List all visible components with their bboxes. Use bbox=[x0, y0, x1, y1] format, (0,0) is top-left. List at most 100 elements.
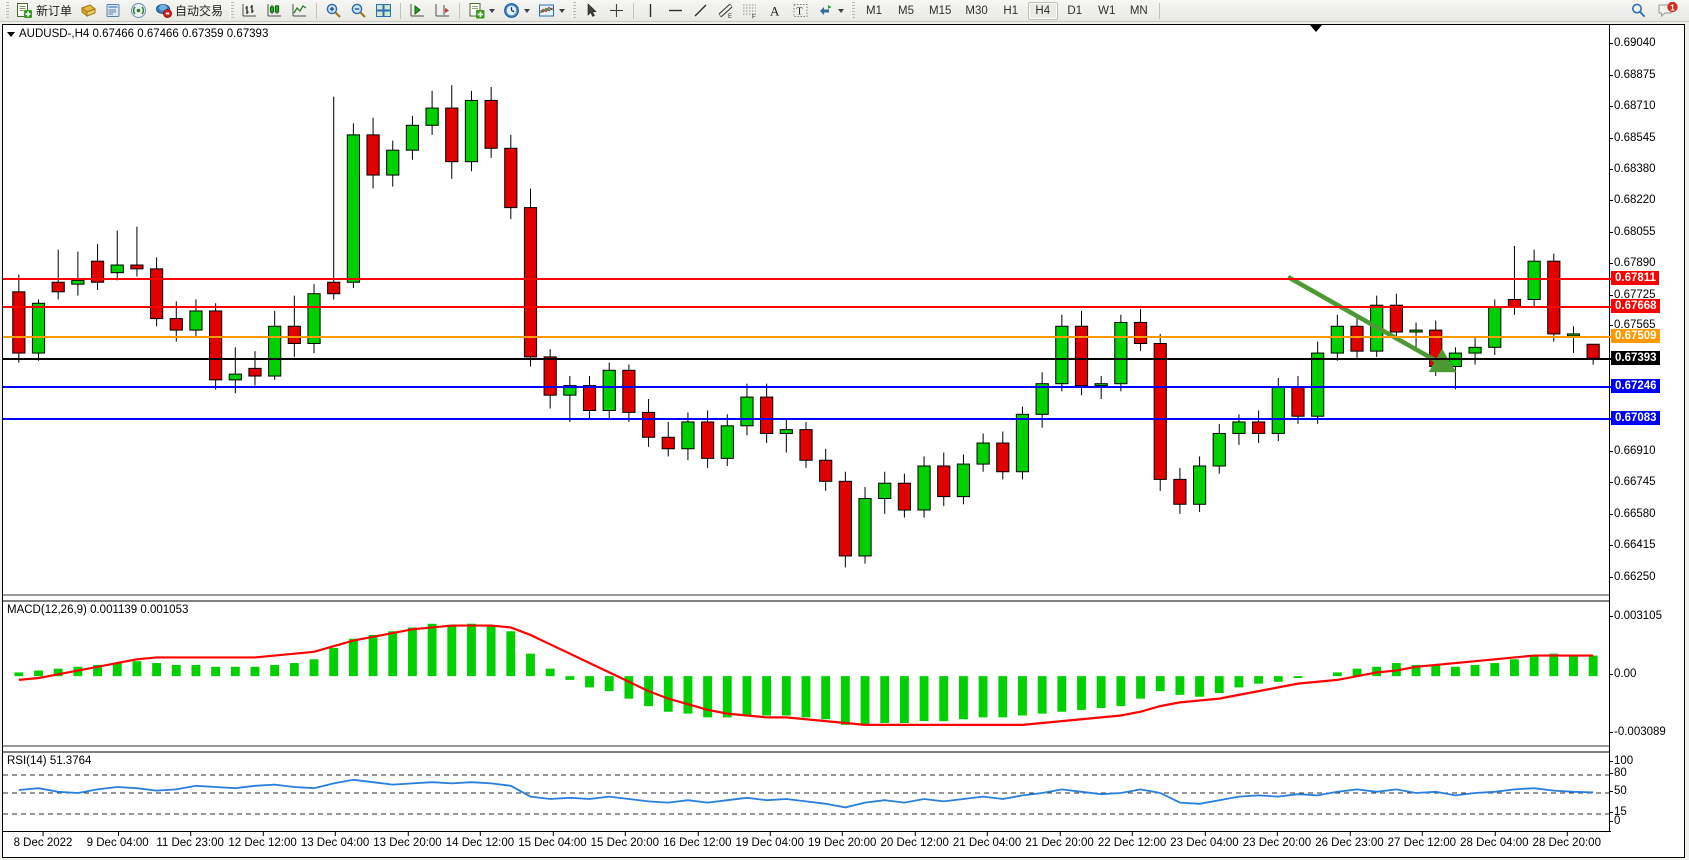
price-pane[interactable]: AUDUSD-,H4 0.67466 0.67466 0.67359 0.673… bbox=[3, 25, 1618, 595]
wallet-icon bbox=[80, 2, 97, 19]
time-tick: 23 Dec 20:00 bbox=[1242, 831, 1312, 849]
rsi-tick: 100 bbox=[1608, 755, 1634, 767]
fibonacci-icon: F bbox=[742, 2, 759, 21]
timeframe-h1[interactable]: H1 bbox=[1003, 4, 1019, 17]
rsi-pane[interactable]: RSI(14) 51.3764 bbox=[3, 751, 1611, 831]
rsi-label: RSI(14) 51.3764 bbox=[7, 755, 92, 767]
equidistant-channel-icon: E bbox=[717, 2, 734, 20]
price-label-resistance-2[interactable]: 0.67668 bbox=[1611, 298, 1660, 313]
indicators-button[interactable] bbox=[534, 1, 569, 21]
timeframe-d1[interactable]: D1 bbox=[1067, 4, 1083, 17]
vertical-line-icon bbox=[642, 2, 659, 19]
time-tick: 28 Dec 04:00 bbox=[1460, 831, 1529, 849]
signals-button[interactable] bbox=[126, 1, 151, 21]
level-line-resistance-2[interactable] bbox=[3, 304, 1618, 312]
horizontal-line-tool[interactable] bbox=[663, 1, 688, 21]
timeframe-m30[interactable]: M30 bbox=[965, 4, 988, 17]
symbol-info-text: AUDUSD-,H4 0.67466 0.67466 0.67359 0.673… bbox=[19, 28, 269, 40]
text-label-tool[interactable]: T bbox=[788, 1, 813, 21]
toolbar-grip-2[interactable] bbox=[230, 2, 235, 19]
toolbar-grip[interactable] bbox=[5, 2, 9, 19]
price-tick: 0.68545 bbox=[1609, 131, 1656, 144]
toolbar-separator-3 bbox=[459, 2, 461, 19]
timeframe-m1[interactable]: M1 bbox=[866, 4, 883, 17]
toolbar-grip-4[interactable] bbox=[851, 2, 856, 19]
chart-canvas[interactable]: AUDUSD-,H4 0.67466 0.67466 0.67359 0.673… bbox=[2, 24, 1685, 858]
terminal-button[interactable] bbox=[76, 1, 101, 21]
zoom-out-icon bbox=[350, 2, 367, 19]
level-line-support-1[interactable] bbox=[3, 384, 1618, 392]
arrows-icon bbox=[817, 2, 834, 19]
autotrading-button[interactable]: 自动交易 bbox=[151, 1, 227, 21]
candlestick-icon bbox=[266, 2, 283, 19]
tile-windows-button[interactable] bbox=[371, 1, 396, 21]
period-button[interactable] bbox=[499, 1, 534, 21]
timeframe-m5[interactable]: M5 bbox=[898, 4, 915, 17]
timeframe-h4[interactable]: H4 bbox=[1027, 1, 1058, 20]
price-label-pivot[interactable]: 0.67509 bbox=[1611, 329, 1660, 344]
auto-scroll-button[interactable] bbox=[405, 1, 430, 21]
timeframe-m15[interactable]: M15 bbox=[929, 4, 952, 17]
crosshair-tool[interactable] bbox=[604, 1, 629, 21]
arrows-tool[interactable] bbox=[813, 1, 848, 21]
svg-text:F: F bbox=[752, 15, 756, 20]
time-tick: 19 Dec 04:00 bbox=[735, 831, 804, 849]
level-line-resistance-1[interactable] bbox=[3, 276, 1618, 284]
zoom-in-icon bbox=[325, 2, 342, 19]
chart-dropdown-marker[interactable] bbox=[1310, 25, 1322, 32]
time-tick: 22 Dec 12:00 bbox=[1097, 831, 1167, 849]
search-icon[interactable] bbox=[1630, 2, 1647, 19]
chevron-down-icon[interactable] bbox=[559, 8, 566, 13]
auto-scroll-icon bbox=[409, 2, 426, 19]
level-line-current-price[interactable] bbox=[3, 358, 1611, 361]
line-chart-button[interactable] bbox=[287, 1, 312, 21]
price-label-support-2[interactable]: 0.67083 bbox=[1611, 410, 1660, 425]
toolbar-grip-3[interactable] bbox=[572, 2, 577, 19]
zoom-out-button[interactable] bbox=[346, 1, 371, 21]
chevron-down-icon[interactable] bbox=[524, 8, 531, 13]
trendline-tool[interactable] bbox=[688, 1, 713, 21]
time-tick: 20 Dec 12:00 bbox=[880, 831, 949, 849]
rsi-tick: 80 bbox=[1609, 767, 1627, 779]
price-tick: 0.68875 bbox=[1609, 68, 1656, 81]
price-tick: 0.66415 bbox=[1609, 539, 1656, 552]
chart-shift-button[interactable] bbox=[430, 1, 455, 21]
timeframe-w1[interactable]: W1 bbox=[1098, 4, 1116, 17]
autotrading-icon bbox=[155, 2, 173, 19]
price-tick: 0.66250 bbox=[1609, 571, 1656, 583]
time-tick: 8 Dec 2022 bbox=[13, 831, 73, 849]
notification-bell-icon[interactable]: 1 bbox=[1657, 1, 1679, 19]
text-label-icon: T bbox=[792, 2, 809, 19]
time-tick: 21 Dec 04:00 bbox=[952, 831, 1022, 849]
price-label-resistance-1[interactable]: 0.67811 bbox=[1611, 271, 1659, 286]
chevron-down-icon[interactable] bbox=[489, 8, 496, 13]
horizontal-line-icon bbox=[667, 2, 684, 19]
level-line-pivot[interactable] bbox=[3, 334, 1618, 342]
cursor-tool[interactable] bbox=[579, 1, 604, 21]
time-axis[interactable]: 8 Dec 2022 9 Dec 04:00 11 Dec 23:00 12 Dec … bbox=[3, 831, 1611, 857]
price-label-support-1[interactable]: 0.67246 bbox=[1611, 379, 1660, 394]
macd-pane[interactable]: MACD(12,26,9) 0.001139 0.001053 bbox=[3, 600, 1611, 747]
metaeditor-button[interactable] bbox=[101, 1, 126, 21]
main-toolbar: 新订单 bbox=[0, 0, 1689, 22]
add-template-icon bbox=[468, 2, 485, 19]
timeframe-mn[interactable]: MN bbox=[1129, 4, 1148, 17]
chevron-down-icon[interactable] bbox=[838, 8, 845, 13]
toolbar-separator-2 bbox=[400, 2, 402, 19]
templates-button[interactable] bbox=[464, 1, 499, 21]
vertical-line-tool[interactable] bbox=[638, 1, 663, 21]
new-order-icon bbox=[16, 2, 33, 19]
price-label-current-price[interactable]: 0.67393 bbox=[1611, 351, 1660, 366]
time-tick: 28 Dec 20:00 bbox=[1532, 831, 1601, 849]
level-line-support-2[interactable] bbox=[3, 416, 1618, 424]
zoom-in-button[interactable] bbox=[321, 1, 346, 21]
fibonacci-tool[interactable]: F bbox=[738, 1, 763, 21]
new-order-button[interactable]: 新订单 bbox=[12, 1, 76, 21]
price-axis[interactable]: 0.69040 0.68875 0.68710 0.68545 0.68380 0.682… bbox=[1608, 25, 1684, 857]
equidistant-channel-tool[interactable]: E bbox=[713, 1, 738, 21]
candlestick-chart-button[interactable] bbox=[262, 1, 287, 21]
bar-chart-button[interactable] bbox=[237, 1, 262, 21]
text-tool[interactable]: A bbox=[763, 1, 788, 21]
price-tick: 0.66580 bbox=[1609, 507, 1656, 520]
triangle-down-icon[interactable] bbox=[7, 31, 15, 37]
